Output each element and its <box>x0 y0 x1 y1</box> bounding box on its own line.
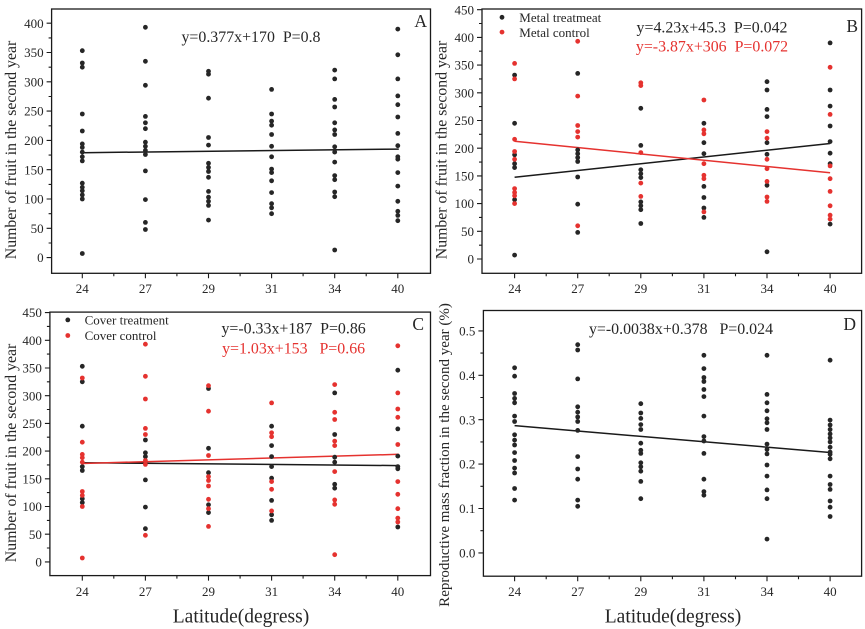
svg-text:Reproductive mass fraction in: Reproductive mass fraction in the second… <box>437 303 453 607</box>
svg-text:34: 34 <box>328 281 342 296</box>
svg-text:y=-0.0038x+0.378 P=0.024: y=-0.0038x+0.378 P=0.024 <box>589 321 773 338</box>
svg-text:24: 24 <box>508 584 522 599</box>
svg-text:100: 100 <box>455 196 475 211</box>
svg-text:300: 300 <box>24 74 44 89</box>
svg-text:200: 200 <box>455 141 475 156</box>
svg-text:250: 250 <box>24 104 44 119</box>
svg-text:200: 200 <box>22 444 42 459</box>
svg-text:0.4: 0.4 <box>459 368 476 383</box>
svg-text:C: C <box>412 314 424 334</box>
svg-text:200: 200 <box>24 133 44 148</box>
svg-text:24: 24 <box>76 584 90 599</box>
svg-text:Latitude(degress): Latitude(degress) <box>605 606 741 627</box>
svg-text:Number of fruit in the second: Number of fruit in the second year <box>3 343 20 562</box>
svg-text:29: 29 <box>634 281 647 296</box>
svg-text:0: 0 <box>468 252 475 267</box>
svg-text:Number of fruit in the second: Number of fruit in the second year <box>3 40 20 259</box>
svg-text:300: 300 <box>455 85 475 100</box>
svg-text:300: 300 <box>22 388 42 403</box>
svg-text:100: 100 <box>22 499 42 514</box>
svg-text:50: 50 <box>31 221 44 236</box>
svg-text:B: B <box>846 16 858 36</box>
svg-text:400: 400 <box>22 333 42 348</box>
svg-text:40: 40 <box>391 584 404 599</box>
svg-text:350: 350 <box>455 58 475 73</box>
svg-text:Latitude(degress): Latitude(degress) <box>173 606 309 627</box>
svg-text:A: A <box>414 11 427 31</box>
svg-text:250: 250 <box>455 113 475 128</box>
svg-text:450: 450 <box>455 2 475 17</box>
svg-text:40: 40 <box>824 281 837 296</box>
svg-text:24: 24 <box>508 281 522 296</box>
svg-text:29: 29 <box>634 584 647 599</box>
svg-text:400: 400 <box>24 16 44 31</box>
svg-text:150: 150 <box>22 471 42 486</box>
svg-text:0.0: 0.0 <box>459 546 475 561</box>
svg-text:40: 40 <box>391 281 404 296</box>
svg-text:0: 0 <box>35 555 42 570</box>
svg-text:27: 27 <box>139 584 153 599</box>
svg-text:0.3: 0.3 <box>459 412 475 427</box>
svg-text:y=0.377x+170 P=0.8: y=0.377x+170 P=0.8 <box>181 29 320 46</box>
svg-text:31: 31 <box>265 281 278 296</box>
svg-text:y=4.23x+45.3 P=0.042: y=4.23x+45.3 P=0.042 <box>637 20 788 37</box>
svg-text:0.5: 0.5 <box>459 324 475 339</box>
svg-text:34: 34 <box>761 281 775 296</box>
svg-text:27: 27 <box>139 281 153 296</box>
svg-text:50: 50 <box>29 527 42 542</box>
svg-text:350: 350 <box>22 361 42 376</box>
svg-text:29: 29 <box>202 584 215 599</box>
svg-text:27: 27 <box>571 584 585 599</box>
svg-text:31: 31 <box>697 281 710 296</box>
svg-text:0.2: 0.2 <box>459 457 475 472</box>
svg-text:y=1.03x+153 P=0.66: y=1.03x+153 P=0.66 <box>222 340 365 357</box>
svg-text:50: 50 <box>461 224 474 239</box>
svg-text:y=-0.33x+187 P=0.86: y=-0.33x+187 P=0.86 <box>221 320 365 337</box>
svg-text:D: D <box>843 314 856 334</box>
svg-text:29: 29 <box>202 281 215 296</box>
svg-text:250: 250 <box>22 416 42 431</box>
svg-text:Cover treatment: Cover treatment <box>85 313 169 328</box>
svg-text:450: 450 <box>22 305 42 320</box>
svg-text:31: 31 <box>265 584 278 599</box>
svg-text:31: 31 <box>697 584 710 599</box>
svg-text:Cover control: Cover control <box>85 328 157 343</box>
svg-text:Metal treatmeat: Metal treatmeat <box>519 10 601 25</box>
svg-text:34: 34 <box>328 584 342 599</box>
svg-text:0: 0 <box>37 250 44 265</box>
svg-text:Number of fruit in the second: Number of fruit in the second year <box>434 40 451 259</box>
svg-text:24: 24 <box>76 281 90 296</box>
svg-text:150: 150 <box>24 162 44 177</box>
svg-text:34: 34 <box>761 584 775 599</box>
svg-text:100: 100 <box>24 192 44 207</box>
svg-text:y=-3.87x+306 P=0.072: y=-3.87x+306 P=0.072 <box>636 39 788 56</box>
svg-text:27: 27 <box>571 281 585 296</box>
svg-text:40: 40 <box>824 584 837 599</box>
svg-text:150: 150 <box>455 169 475 184</box>
svg-text:350: 350 <box>24 45 44 60</box>
svg-text:0.1: 0.1 <box>459 501 475 516</box>
svg-text:Metal control: Metal control <box>519 25 590 40</box>
svg-text:400: 400 <box>455 30 475 45</box>
